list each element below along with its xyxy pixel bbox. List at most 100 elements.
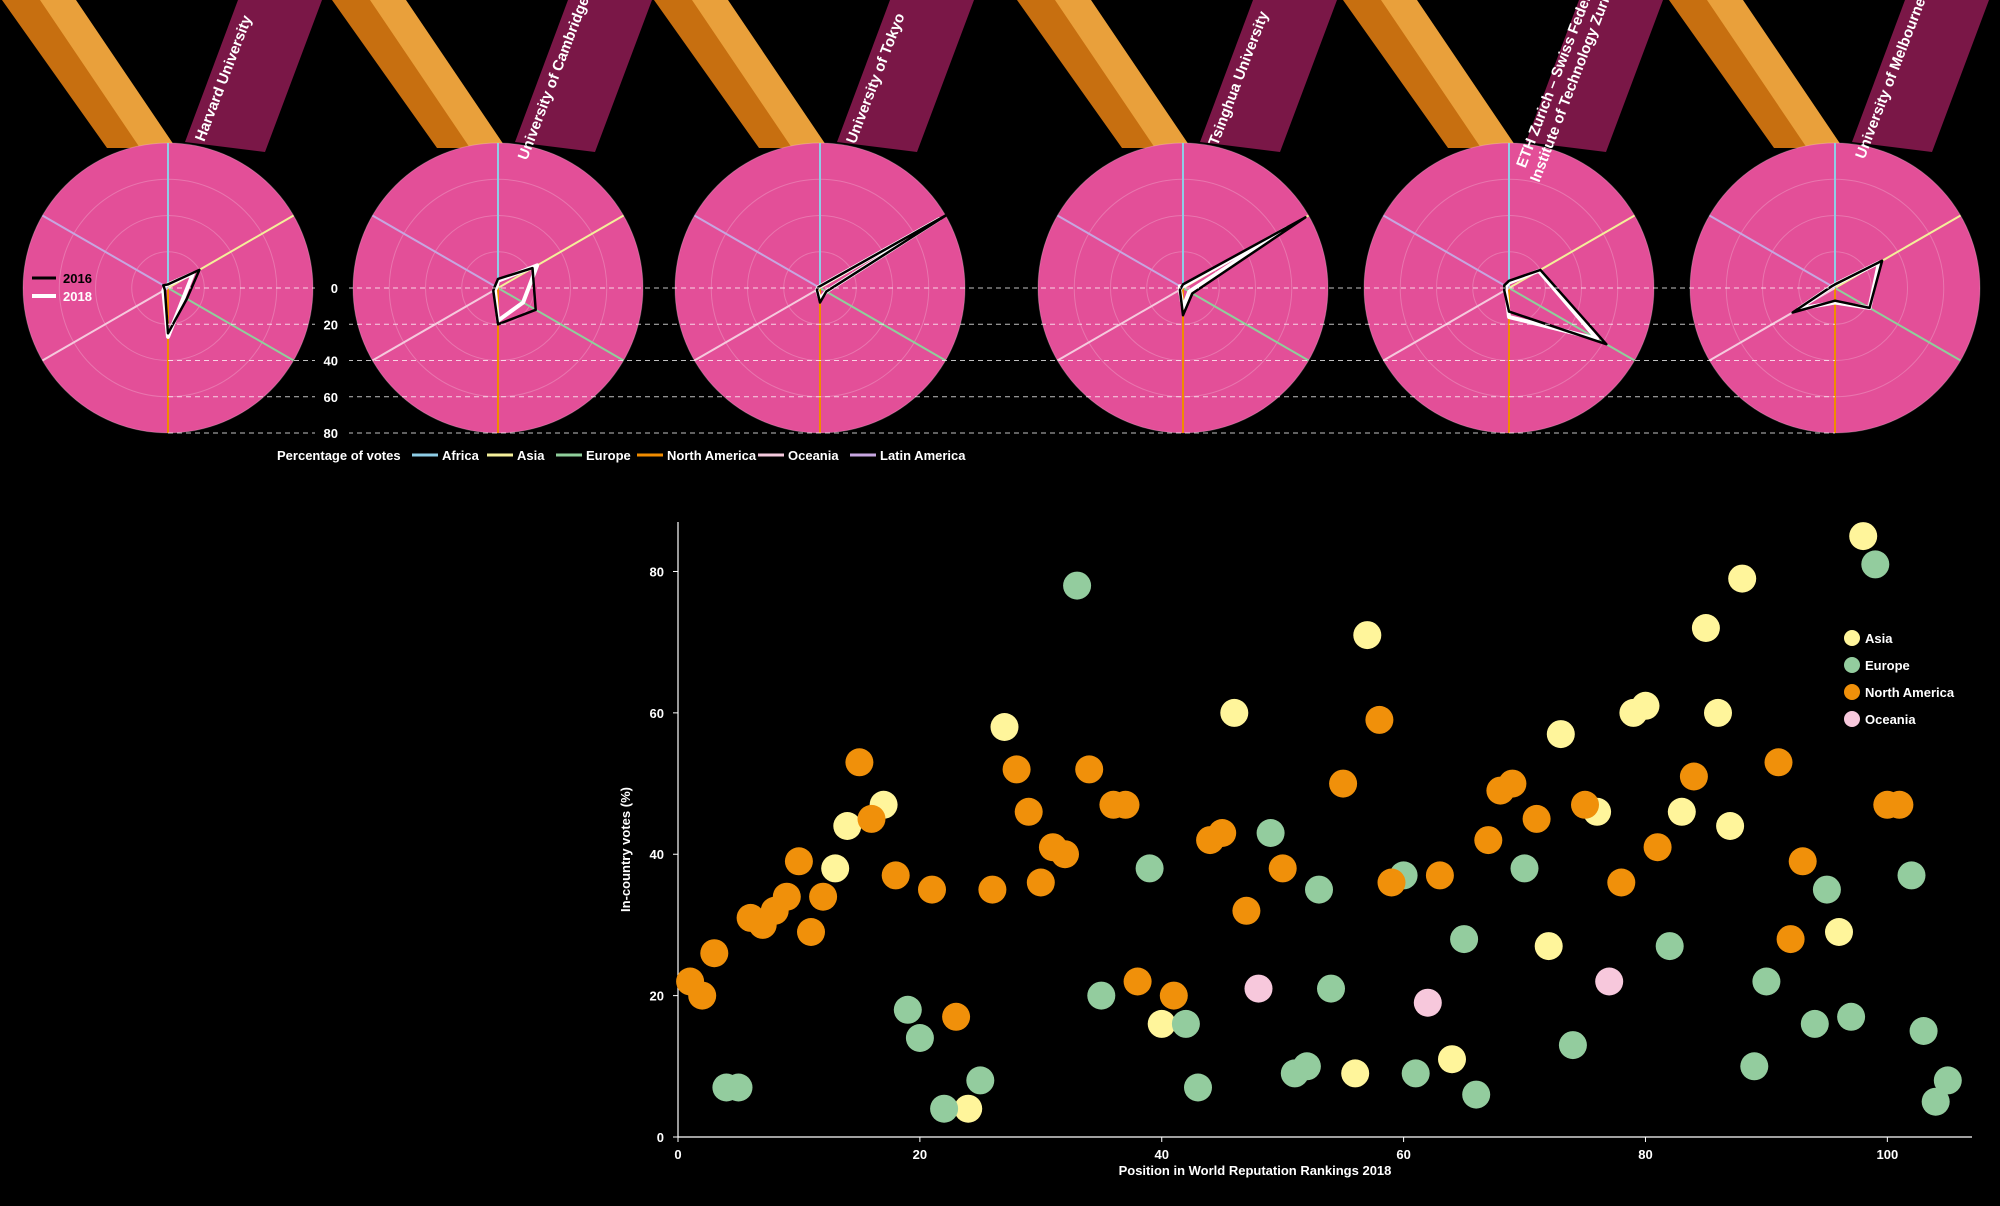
spoke-europe xyxy=(167,287,295,362)
legend-2018-label: 2018 xyxy=(63,289,92,304)
legend-label-europe: Europe xyxy=(586,448,631,463)
point-asia xyxy=(1438,1045,1466,1074)
point-europe xyxy=(1740,1052,1769,1081)
scale-tick-label: 60 xyxy=(324,390,338,405)
point-asia xyxy=(1220,698,1249,727)
point-north-america xyxy=(1159,981,1188,1010)
point-europe xyxy=(1462,1080,1491,1109)
point-europe xyxy=(1450,925,1479,954)
point-asia xyxy=(1147,1009,1176,1038)
legend-2016-label: 2016 xyxy=(63,271,92,286)
x-axis-title: Position in World Reputation Rankings 20… xyxy=(1119,1163,1392,1178)
legend-label-oceania: Oceania xyxy=(788,448,839,463)
point-north-america xyxy=(809,882,838,911)
ribbon-label-band xyxy=(1526,0,1663,152)
spoke-oceania xyxy=(371,287,499,362)
ribbon-label-band xyxy=(1200,0,1337,152)
point-north-america xyxy=(1571,790,1599,819)
x-tick-label: 80 xyxy=(1638,1147,1652,1162)
medal-2: University of Cambridge xyxy=(332,0,652,434)
series-2016-shape xyxy=(1178,216,1307,317)
scatter-legend-marker xyxy=(1844,711,1860,727)
point-asia xyxy=(1353,621,1382,650)
point-north-america xyxy=(978,875,1007,904)
x-tick-label: 60 xyxy=(1396,1147,1410,1162)
point-asia xyxy=(1667,797,1696,826)
medal-3: University of Tokyo xyxy=(654,0,974,434)
legend-label-north-america: North America xyxy=(667,448,757,463)
scale-tick-label: 20 xyxy=(324,317,338,332)
point-europe xyxy=(1305,875,1333,904)
point-asia xyxy=(833,812,862,840)
point-north-america xyxy=(1232,896,1261,925)
scale-tick-label: 0 xyxy=(331,281,338,296)
point-asia xyxy=(990,713,1019,741)
scale-tick-bg xyxy=(315,424,349,442)
point-oceania xyxy=(1244,974,1273,1003)
ribbon-label-band xyxy=(1852,0,1989,152)
point-asia xyxy=(1546,720,1575,749)
point-europe xyxy=(930,1094,959,1123)
point-europe xyxy=(1752,967,1781,996)
point-north-america xyxy=(1776,925,1805,954)
point-europe xyxy=(1800,1009,1829,1038)
point-north-america xyxy=(1268,854,1297,883)
y-axis-title: In-country votes (%) xyxy=(618,787,633,912)
point-north-america xyxy=(1764,748,1793,777)
point-north-america xyxy=(1075,755,1104,784)
point-north-america xyxy=(1498,769,1527,798)
medal-6: University of Melbourne xyxy=(1669,0,1989,434)
point-europe xyxy=(1292,1052,1321,1081)
scale-tick-label: 40 xyxy=(324,354,338,369)
ribbon-left-light xyxy=(40,0,176,148)
point-europe xyxy=(905,1024,934,1052)
spoke-europe xyxy=(1182,287,1310,362)
point-europe xyxy=(1401,1059,1430,1088)
spoke-europe xyxy=(1834,287,1962,362)
point-north-america xyxy=(1885,790,1914,819)
ribbon-left-light xyxy=(370,0,506,148)
ribbon-left-light xyxy=(692,0,828,148)
medal-4: Tsinghua University xyxy=(1017,0,1337,434)
point-north-america xyxy=(1643,833,1672,862)
point-north-america xyxy=(700,939,729,968)
point-north-america xyxy=(1425,861,1454,890)
scale-tick-bg xyxy=(315,279,349,297)
point-europe xyxy=(1135,854,1164,883)
y-tick-label: 0 xyxy=(657,1130,664,1145)
point-north-america xyxy=(1002,755,1031,784)
point-north-america xyxy=(918,875,946,904)
point-europe xyxy=(1837,1002,1866,1031)
point-europe xyxy=(1317,974,1345,1003)
spoke-asia xyxy=(497,214,625,289)
point-north-america xyxy=(857,804,886,833)
point-asia xyxy=(1716,812,1745,840)
point-europe xyxy=(724,1073,753,1102)
legend-label-africa: Africa xyxy=(442,448,480,463)
spoke-latin-america xyxy=(41,214,169,289)
scale-caption: Percentage of votes xyxy=(277,448,401,463)
x-tick-label: 20 xyxy=(913,1147,927,1162)
point-europe xyxy=(1909,1017,1938,1045)
point-europe xyxy=(893,995,922,1024)
ribbon-left-light xyxy=(1381,0,1517,148)
radar-medals-chart: Harvard University University of Cambridg… xyxy=(2,0,1989,434)
ribbon-left-light xyxy=(1707,0,1843,148)
scatter-legend-marker xyxy=(1844,684,1860,700)
series-2016-shape xyxy=(815,212,950,304)
point-north-america xyxy=(1014,797,1043,826)
point-asia xyxy=(1849,522,1878,551)
point-europe xyxy=(1921,1087,1950,1116)
ribbon-label-band xyxy=(515,0,652,152)
scatter-legend-label: Oceania xyxy=(1865,712,1916,727)
point-europe xyxy=(1087,981,1116,1010)
point-europe xyxy=(1171,1009,1200,1038)
scale-tick-bg xyxy=(315,387,349,406)
point-north-america xyxy=(1522,804,1551,833)
spoke-latin-america xyxy=(1382,214,1510,289)
point-europe xyxy=(1655,932,1684,961)
series-2016-shape xyxy=(492,266,537,326)
point-oceania xyxy=(1595,967,1624,996)
point-asia xyxy=(1704,698,1732,727)
